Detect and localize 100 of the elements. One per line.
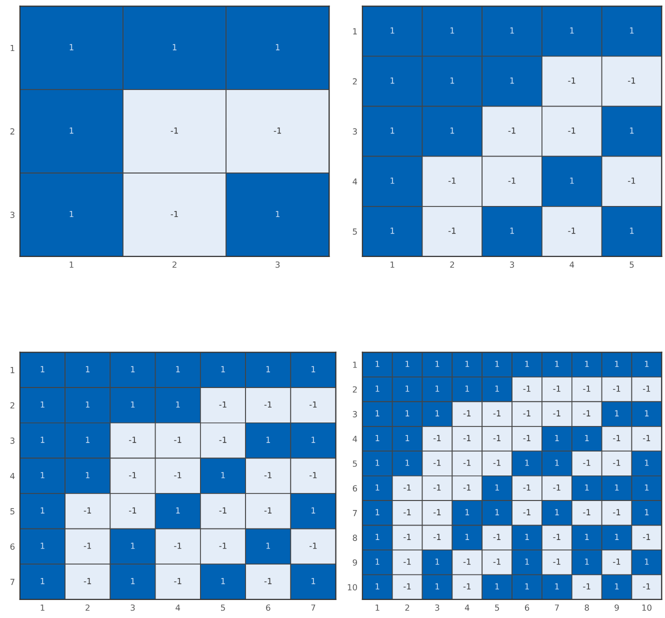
data-label: -1 [508, 128, 516, 134]
data-label: -1 [264, 578, 272, 584]
x-tick-label: 6 [524, 604, 530, 611]
data-label: 1 [390, 128, 394, 134]
y-tick-label: 2 [10, 128, 14, 134]
data-label: -1 [404, 534, 411, 540]
data-label: 1 [70, 210, 74, 218]
x-tick-label: 3 [510, 261, 514, 268]
y-tick-label: 5 [10, 508, 14, 514]
data-label: 1 [131, 401, 135, 408]
data-label: -1 [404, 558, 411, 565]
x-tick-label: 5 [495, 604, 500, 611]
data-label: -1 [523, 509, 530, 516]
data-label: -1 [508, 178, 516, 184]
data-label: -1 [553, 386, 560, 392]
data-label: -1 [628, 178, 636, 184]
data-label: -1 [493, 460, 500, 466]
y-tick-label: 7 [352, 510, 357, 516]
data-label: -1 [613, 558, 620, 565]
data-label: 1 [510, 228, 514, 234]
y-tick-label: 10 [348, 584, 358, 590]
data-label: 1 [312, 507, 316, 514]
data-label: 1 [585, 435, 589, 442]
data-label: 1 [376, 386, 380, 392]
data-label: -1 [628, 77, 636, 84]
x-tick-label: 5 [630, 262, 634, 268]
data-label: 1 [615, 583, 619, 590]
data-label: 1 [585, 534, 589, 540]
y-tick-label: 3 [352, 128, 357, 135]
data-label: -1 [553, 410, 560, 416]
data-label: 1 [436, 386, 440, 392]
data-label: -1 [583, 386, 590, 392]
data-label: 1 [40, 507, 44, 514]
data-label: -1 [264, 472, 272, 478]
data-label: 1 [436, 583, 440, 590]
x-tick-label: 7 [554, 604, 559, 611]
data-label: -1 [463, 435, 471, 442]
data-label: 1 [176, 507, 180, 514]
data-label: 1 [406, 360, 410, 367]
data-label: 1 [70, 128, 74, 134]
data-label: 1 [172, 44, 176, 50]
data-label: 1 [176, 401, 180, 408]
data-label: 1 [221, 578, 225, 584]
data-label: 1 [436, 410, 440, 416]
y-tick-label: 2 [10, 402, 14, 408]
data-label: -1 [493, 534, 500, 540]
data-label: -1 [568, 228, 576, 234]
y-tick-label: 7 [10, 578, 14, 585]
data-label: -1 [583, 583, 590, 590]
data-label: 1 [525, 558, 529, 565]
data-label: 1 [510, 77, 514, 84]
data-label: -1 [642, 386, 650, 392]
data-label: 1 [450, 128, 454, 134]
data-label: -1 [310, 542, 317, 549]
data-label: -1 [404, 484, 411, 491]
data-label: 1 [450, 77, 454, 84]
y-tick-label: 2 [352, 78, 357, 84]
data-label: 1 [525, 360, 529, 367]
x-tick-label: 3 [435, 604, 440, 611]
data-label: 1 [406, 410, 410, 416]
data-label: -1 [553, 534, 560, 540]
data-label: 1 [131, 542, 135, 549]
data-label: 1 [555, 435, 559, 442]
data-label: 1 [495, 509, 499, 516]
data-label: 1 [615, 484, 619, 491]
y-tick-label: 5 [352, 228, 357, 235]
data-label: 1 [450, 27, 454, 34]
data-label: -1 [523, 386, 530, 392]
data-label: -1 [568, 128, 576, 134]
y-tick-label: 4 [352, 178, 358, 185]
x-tick-label: 2 [172, 261, 176, 268]
data-label: 1 [406, 460, 410, 466]
data-label: -1 [219, 401, 226, 408]
x-tick-label: 2 [86, 604, 90, 611]
data-label: -1 [448, 228, 456, 234]
x-tick-label: 1 [376, 604, 380, 611]
data-label: 1 [644, 460, 649, 466]
data-label: -1 [129, 436, 136, 443]
data-label: -1 [219, 507, 226, 514]
data-label: 1 [276, 44, 280, 50]
x-tick-label: 4 [464, 604, 470, 611]
x-tick-label: 1 [70, 262, 74, 268]
data-label: -1 [448, 178, 456, 184]
x-tick-label: 1 [390, 262, 394, 268]
data-label: 1 [555, 509, 559, 516]
data-label: 1 [465, 534, 470, 540]
data-label: -1 [310, 401, 317, 408]
data-label: 1 [376, 558, 380, 565]
x-tick-label: 10 [642, 604, 652, 611]
data-label: -1 [463, 410, 471, 416]
data-label: -1 [404, 583, 411, 590]
y-tick-label: 5 [352, 460, 357, 467]
data-label: 1 [570, 178, 574, 184]
data-label: -1 [219, 436, 226, 443]
data-label: 1 [585, 484, 589, 491]
x-tick-label: 7 [311, 604, 316, 611]
data-label: 1 [376, 534, 380, 540]
data-label: 1 [644, 410, 649, 416]
y-tick-label: 9 [352, 559, 357, 566]
x-tick-label: 8 [584, 604, 589, 611]
